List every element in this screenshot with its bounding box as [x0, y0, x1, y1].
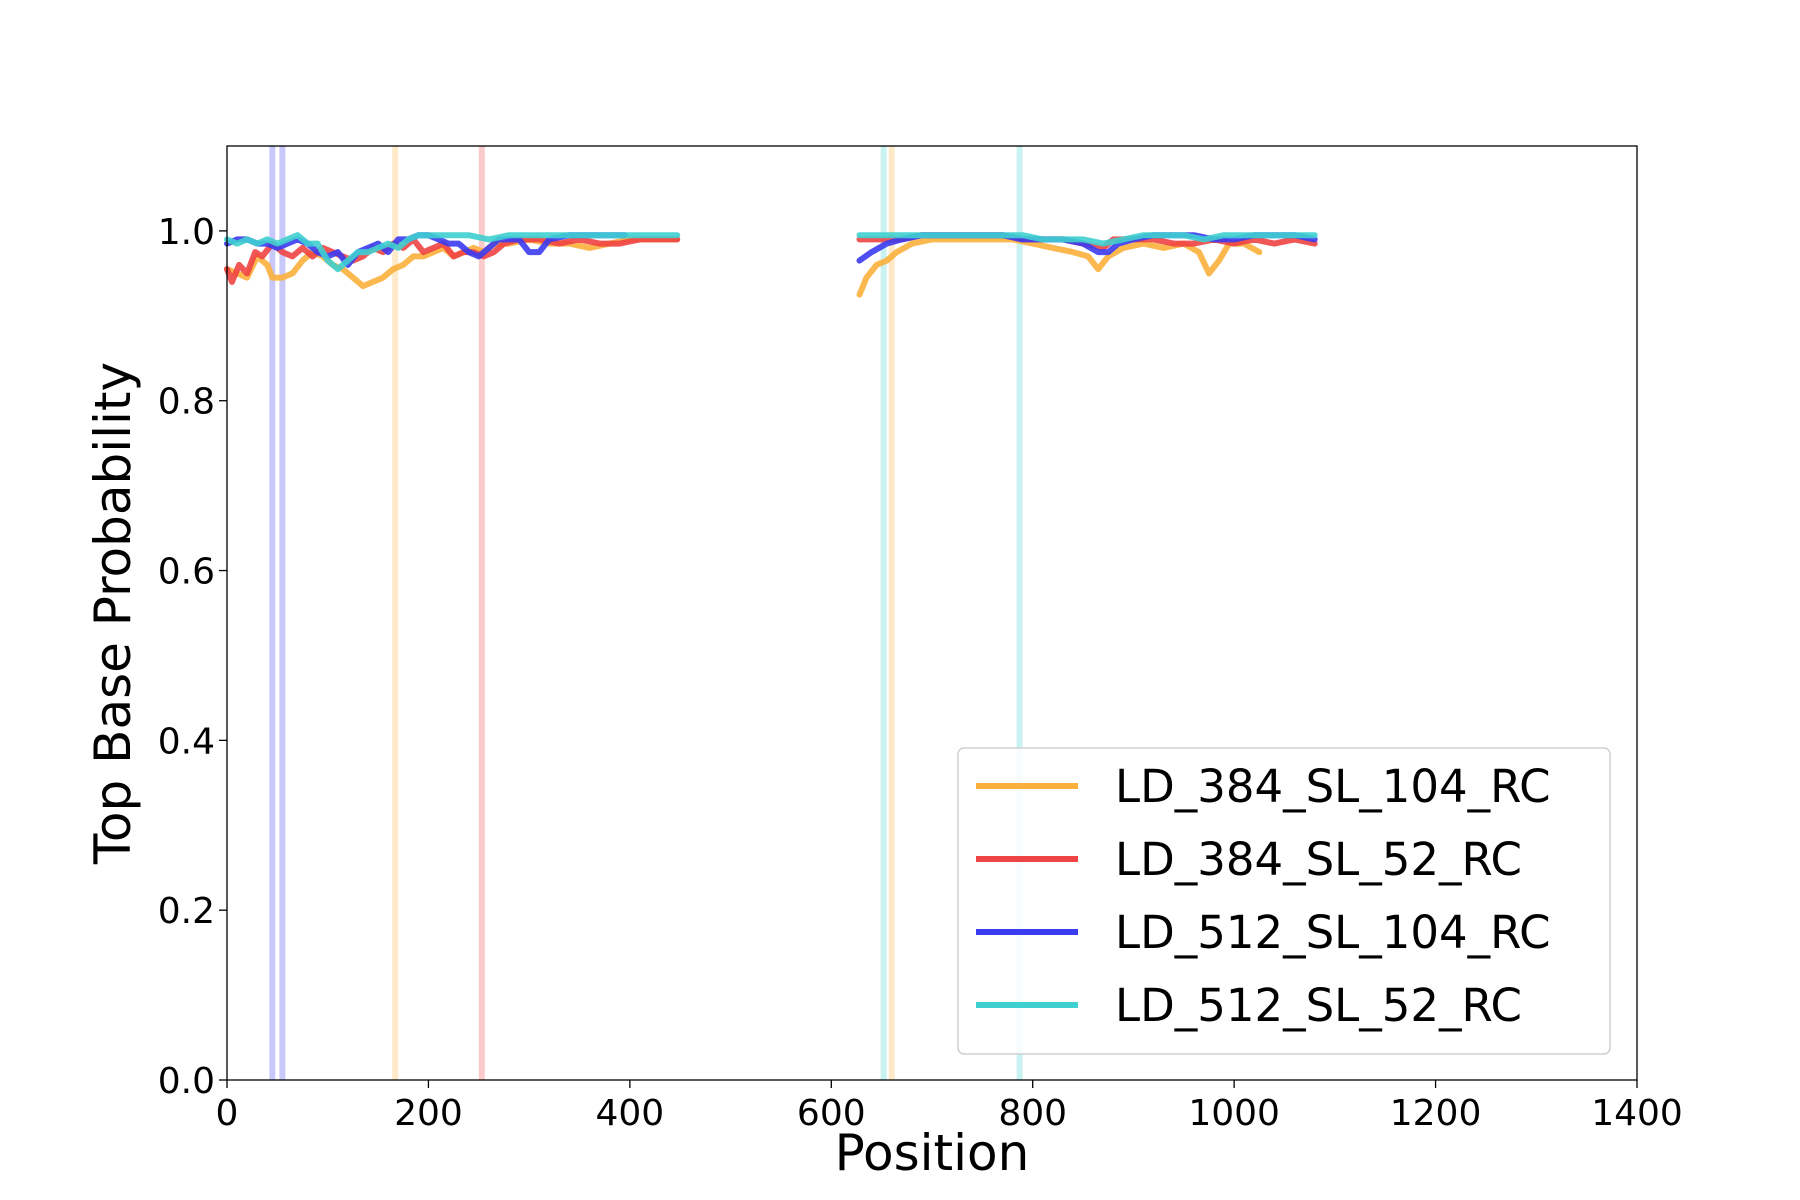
series-line	[224, 232, 681, 273]
series-line	[856, 236, 1263, 298]
y-tick-label: 0.0	[158, 1061, 215, 1102]
legend-label: LD_512_SL_104_RC	[1115, 906, 1551, 959]
y-axis-label: Top Base Probability	[84, 362, 142, 865]
y-axis-ticks: 0.0 0.2 0.4 0.6 0.8 1.0	[158, 212, 227, 1102]
y-tick-label: 0.2	[158, 891, 215, 932]
y-tick-label: 0.4	[158, 721, 215, 762]
x-tick-label: 600	[797, 1093, 866, 1134]
x-axis-label: Position	[835, 1124, 1030, 1182]
vertical-markers	[269, 146, 1023, 1080]
y-tick-label: 0.6	[158, 552, 215, 593]
x-axis-ticks: 0 200 400 600 800 1000 1200 1400	[216, 1080, 1683, 1134]
x-tick-label: 1200	[1390, 1093, 1482, 1134]
x-tick-label: 800	[998, 1093, 1067, 1134]
legend-label: LD_384_SL_104_RC	[1115, 760, 1551, 813]
legend-box	[957, 747, 1611, 1055]
x-tick-label: 0	[216, 1093, 239, 1134]
x-tick-label: 1000	[1188, 1093, 1280, 1134]
legend-label: LD_512_SL_52_RC	[1115, 979, 1522, 1032]
legend: LD_384_SL_104_RC LD_384_SL_52_RC LD_512_SL…	[957, 747, 1611, 1055]
y-tick-label: 1.0	[158, 212, 215, 253]
series-lines	[224, 232, 1318, 298]
x-tick-label: 200	[394, 1093, 463, 1134]
legend-label: LD_384_SL_52_RC	[1115, 833, 1522, 886]
x-tick-label: 400	[595, 1093, 664, 1134]
x-tick-label: 1400	[1591, 1093, 1683, 1134]
series-line	[856, 232, 1318, 247]
y-tick-label: 0.8	[158, 382, 215, 423]
plot-frame	[226, 145, 1638, 1081]
